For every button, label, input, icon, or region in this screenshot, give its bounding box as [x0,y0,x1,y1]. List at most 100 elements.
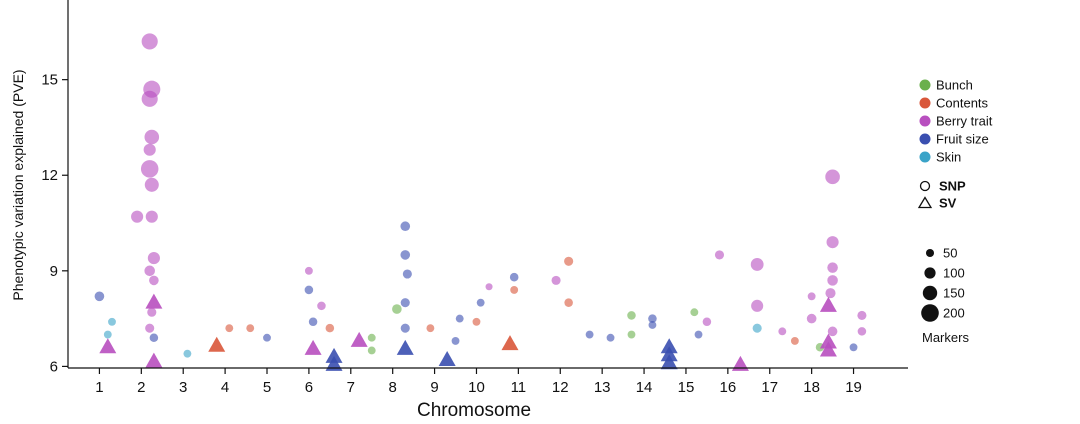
snp-point [304,266,313,275]
snp-point [694,330,703,339]
x-tick-label: 4 [221,379,229,396]
legend-size-dot [922,285,938,301]
sv-point [501,335,519,351]
snp-point [144,129,160,145]
snp-point [857,327,867,336]
snp-point [807,292,816,301]
sv-point [325,347,343,363]
snp-point [402,269,412,279]
y-tick-label: 12 [41,167,58,184]
snp-point [826,236,839,249]
snp-point [392,304,402,314]
snp-point [149,275,159,286]
snp-point [702,317,712,327]
snp-point [225,324,234,333]
snp-point [246,324,255,333]
legend-size-label: 200 [943,306,965,321]
sv-point [660,338,678,354]
sv-point [731,355,749,371]
y-tick-label: 15 [41,72,58,89]
snp-point [145,210,158,223]
snp-point [147,252,160,265]
sv-point [819,296,837,312]
snp-point [690,308,699,317]
snp-point [827,326,838,337]
x-tick-label: 15 [678,379,695,396]
sv-point [145,352,163,368]
x-tick-label: 6 [305,379,313,396]
snp-point [400,298,410,308]
snp-point [627,330,636,339]
sv-point [438,351,456,367]
legend-swatch [919,97,931,109]
snp-point [849,343,858,352]
x-tick-label: 14 [636,379,653,396]
snp-point [857,310,867,320]
snp-point [94,291,105,302]
snp-point [143,143,156,156]
snp-point [714,250,725,260]
snp-point [455,314,464,323]
snp-point [509,272,519,282]
snp-point [304,285,314,295]
legend-size-dot [926,249,934,257]
legend-swatch [919,133,931,145]
x-tick-label: 7 [347,379,355,396]
snp-point [149,333,159,342]
snp-point [147,307,157,317]
x-tick-label: 3 [179,379,187,396]
sv-point [145,293,163,309]
legend-label: Skin [936,150,961,165]
legend-marker-label: SNP [939,179,966,194]
x-tick-label: 13 [594,379,611,396]
snp-point [400,323,410,333]
axes [67,0,908,369]
legend-snp-symbol [919,180,931,192]
legend-size-dot [924,267,936,279]
sv-point [819,341,837,357]
snp-point [325,323,335,333]
snp-point [141,90,158,107]
snp-point [451,336,460,345]
snp-point [317,301,326,311]
snp-point [825,169,840,185]
snp-point [564,256,574,266]
sv-point [350,331,368,347]
snp-point [476,298,485,307]
snp-point [827,275,838,286]
x-axis-title: Chromosome [417,400,531,421]
snp-point [183,349,192,358]
snp-point [790,336,799,345]
snp-point [827,262,838,273]
snp-point [806,313,817,324]
legend-swatch [919,151,931,163]
sv-point [208,336,226,352]
x-tick-label: 19 [845,379,862,396]
snp-point [144,177,159,192]
x-tick-label: 11 [511,379,527,396]
snp-point [145,323,155,333]
legend-size-dot [921,304,939,322]
sv-point [304,339,322,355]
sv-point [660,354,678,370]
snp-point [606,333,615,342]
sv-points [99,293,837,371]
legend-label: Bunch [936,78,973,93]
snp-point [140,160,159,178]
y-ticks: 6 9 12 15 [41,72,68,375]
x-tick-label: 12 [552,379,569,396]
snp-point [131,210,144,223]
snp-point [551,275,561,285]
legend-size-label: 50 [943,246,957,261]
snp-point [510,286,519,294]
snp-point [752,323,762,333]
snp-point [103,330,112,339]
legend-label: Fruit size [936,132,989,147]
y-axis-title: Phenotypic variation explained (PVE) [10,69,26,300]
snp-point [141,33,158,50]
sv-point [325,355,343,371]
legend-label: Contents [936,96,989,111]
legend-size-title: Markers [922,330,969,345]
sv-point [99,338,117,354]
